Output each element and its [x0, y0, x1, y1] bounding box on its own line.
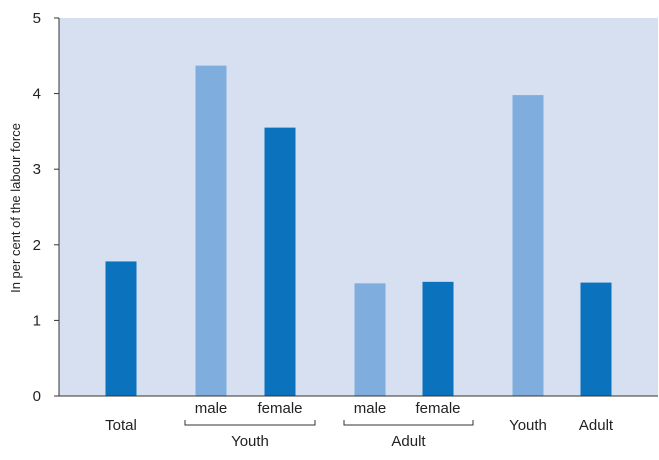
group-label-1: Adult [391, 433, 426, 450]
x-tick-label-0: Total [105, 417, 137, 434]
y-tick-label-3: 3 [33, 161, 41, 178]
bar-0 [105, 261, 137, 396]
bar-2 [264, 127, 296, 397]
y-tick-label-4: 4 [33, 86, 41, 103]
x-tick-label-3: male [354, 400, 387, 417]
bar-5 [512, 95, 544, 396]
y-tick-label-0: 0 [33, 388, 41, 405]
group-bracket-1 [343, 420, 474, 426]
x-tick-label-2: female [257, 400, 302, 417]
y-axis-label: In per cent of the labour force [8, 123, 23, 293]
bar-1 [195, 65, 227, 397]
x-tick-label-5: Youth [509, 417, 547, 434]
x-tick-label-4: female [415, 400, 460, 417]
y-tick-label-1: 1 [33, 312, 41, 329]
x-tick-label-6: Adult [579, 417, 614, 434]
y-tick-label-2: 2 [33, 237, 41, 254]
y-tick-label-5: 5 [33, 10, 41, 27]
bar-3 [354, 283, 386, 396]
bar-6 [580, 282, 612, 396]
group-label-0: Youth [231, 433, 269, 450]
x-tick-label-1: male [195, 400, 228, 417]
group-bracket-0 [184, 420, 316, 426]
bar-4 [422, 281, 454, 396]
